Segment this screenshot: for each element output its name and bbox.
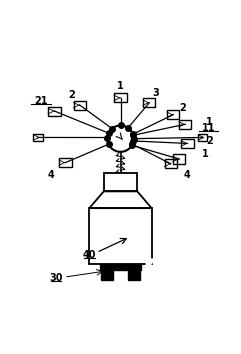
Bar: [198, 134, 207, 141]
Bar: [128, 270, 140, 280]
Bar: [74, 101, 86, 110]
Bar: [33, 134, 43, 141]
Text: 1: 1: [201, 149, 208, 159]
Bar: [89, 208, 152, 264]
Bar: [181, 139, 194, 148]
Bar: [179, 120, 191, 129]
Text: 11: 11: [202, 123, 215, 133]
Circle shape: [107, 125, 134, 152]
Text: 2: 2: [206, 136, 213, 146]
Bar: [48, 107, 61, 116]
Bar: [104, 173, 137, 192]
Bar: [59, 158, 72, 167]
Bar: [167, 110, 180, 119]
Bar: [101, 270, 113, 280]
Text: 40: 40: [83, 250, 96, 260]
Bar: [100, 264, 141, 270]
Text: 2: 2: [179, 103, 186, 113]
Text: 1: 1: [206, 117, 213, 127]
Text: 4: 4: [184, 170, 190, 179]
Bar: [165, 159, 177, 169]
Bar: [143, 98, 155, 107]
Text: 30: 30: [49, 273, 63, 282]
Text: 2: 2: [69, 90, 75, 99]
Bar: [173, 154, 185, 164]
Text: 21: 21: [34, 96, 48, 106]
Text: 4: 4: [48, 170, 54, 179]
Text: 1: 1: [117, 81, 124, 91]
Text: 3: 3: [153, 88, 159, 98]
Bar: [114, 93, 127, 102]
